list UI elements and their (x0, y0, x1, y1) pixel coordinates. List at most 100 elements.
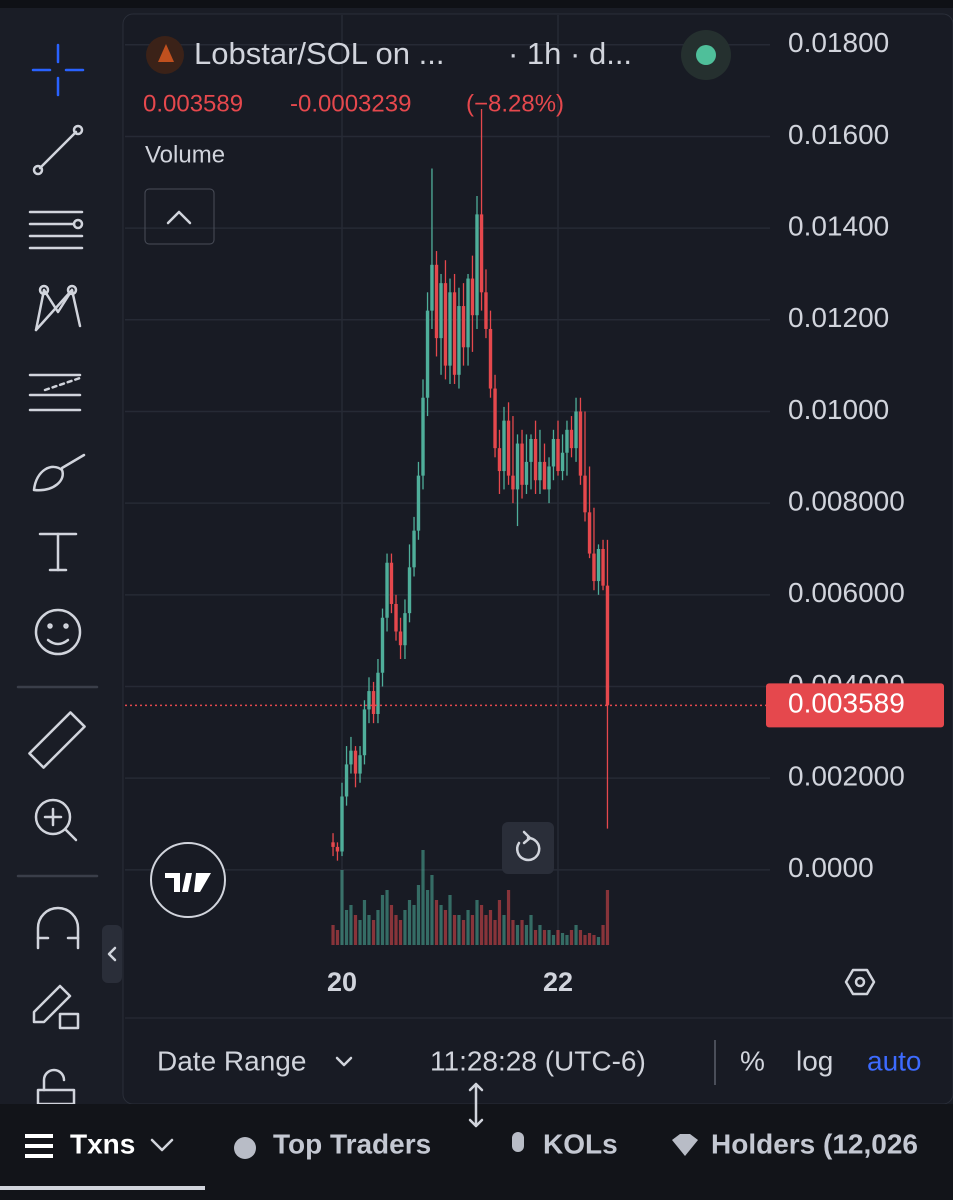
volume-bar (560, 933, 565, 945)
candle-body (457, 306, 461, 375)
volume-bar (515, 925, 520, 945)
tab[interactable]: KOLs (543, 1128, 618, 1159)
volume-label: Volume (145, 141, 225, 168)
candle-body (448, 292, 452, 366)
date-range[interactable]: Date Range (157, 1045, 306, 1076)
candle-body (340, 796, 344, 852)
legend-price: 0.003589 (143, 90, 243, 117)
tab[interactable]: Top Traders (273, 1128, 431, 1159)
volume-bar (394, 915, 398, 945)
candle-body (605, 585, 610, 706)
crosshair-tool[interactable] (31, 43, 85, 97)
volume-bar (434, 900, 439, 945)
candle-body (497, 448, 502, 472)
candle-body (547, 466, 551, 490)
candle-body (358, 755, 362, 774)
y-tick-label: 0.01200 (788, 302, 889, 333)
kols-icon (512, 1132, 524, 1152)
candle-body (416, 475, 421, 531)
emoji-tool[interactable] (34, 608, 82, 656)
candle-body (511, 475, 515, 490)
candle-body (574, 411, 578, 449)
text-tool[interactable] (38, 532, 78, 572)
last-price-tag (766, 683, 944, 728)
candle-body (439, 283, 443, 339)
status-dot (696, 45, 716, 65)
candle-body (565, 429, 569, 453)
auto-toggle[interactable]: auto (867, 1045, 922, 1076)
volume-bar (349, 905, 353, 945)
volume-bar (367, 915, 371, 945)
magnet-tool[interactable] (36, 906, 80, 950)
pattern-tool[interactable] (34, 284, 82, 332)
settings-icon[interactable] (844, 968, 876, 996)
candle-body (515, 443, 520, 490)
candle-body (353, 750, 358, 774)
volume-bar (592, 935, 596, 945)
candle-body (583, 475, 587, 513)
pair-title: Lobstar/SOL on ... (194, 36, 444, 71)
volume-bar (578, 930, 583, 945)
candle-body (461, 306, 466, 348)
volume-bar (488, 910, 493, 945)
top-traders-icon (234, 1137, 256, 1159)
collapse-legend[interactable] (144, 188, 215, 245)
candle-body (344, 764, 349, 797)
candle-body (524, 461, 529, 485)
tab-chevron (150, 1138, 174, 1152)
volume-bar (596, 937, 601, 945)
volume-bar (344, 910, 349, 945)
resize-handle[interactable] (468, 1082, 484, 1128)
candle-body (538, 461, 542, 481)
ruler-tool[interactable] (28, 711, 86, 769)
volume-bar (502, 915, 506, 945)
volume-bar (547, 930, 551, 945)
tab[interactable]: Txns (70, 1128, 135, 1159)
volume-bar (371, 920, 376, 945)
brush-tool[interactable] (32, 453, 86, 492)
volume-bar (556, 930, 560, 945)
candle-body (470, 278, 475, 316)
candle-body (592, 553, 596, 582)
candle-body (542, 461, 547, 490)
toolbar (16, 43, 99, 1106)
date-range-chevron (335, 1056, 353, 1067)
candle-body (421, 397, 425, 476)
fib-tool[interactable] (28, 210, 84, 250)
volume-bar (452, 915, 457, 945)
log-toggle[interactable]: log (796, 1045, 833, 1076)
candle-body (412, 530, 416, 568)
volume-bar (448, 895, 452, 945)
reset-arrow (522, 830, 532, 845)
candle-body (335, 846, 340, 852)
collapse-handle[interactable] (102, 925, 122, 983)
tv-logo-mark (165, 873, 211, 892)
candle-body (349, 750, 353, 765)
volume-bar (484, 915, 488, 945)
volume-bar (605, 890, 610, 945)
chevron-up (166, 210, 192, 225)
volume-bar (529, 915, 533, 945)
y-tick-label: 0.01400 (788, 211, 889, 242)
legend-change-pct: (−8.28%) (466, 90, 564, 117)
y-tick-label: 0.008000 (788, 486, 905, 517)
candle-body (434, 264, 439, 339)
candle-body (578, 411, 583, 476)
projection-tool[interactable] (28, 373, 82, 412)
trendline-tool[interactable] (32, 124, 84, 176)
candle-body (452, 292, 457, 375)
reset-button[interactable] (502, 822, 554, 874)
tab[interactable]: Holders (12,026 (711, 1128, 918, 1159)
lock-drawing-tool[interactable] (32, 984, 80, 1030)
volume-bar (565, 935, 569, 945)
volume-bar (430, 875, 434, 945)
volume-bar (412, 905, 416, 945)
candle-body (475, 214, 479, 316)
volume-bar (340, 870, 344, 945)
candle-body (394, 603, 398, 632)
volume-bar (403, 910, 407, 945)
volume-bar (601, 925, 605, 945)
percent-toggle[interactable]: % (740, 1045, 765, 1076)
zoom-tool[interactable] (34, 798, 78, 842)
